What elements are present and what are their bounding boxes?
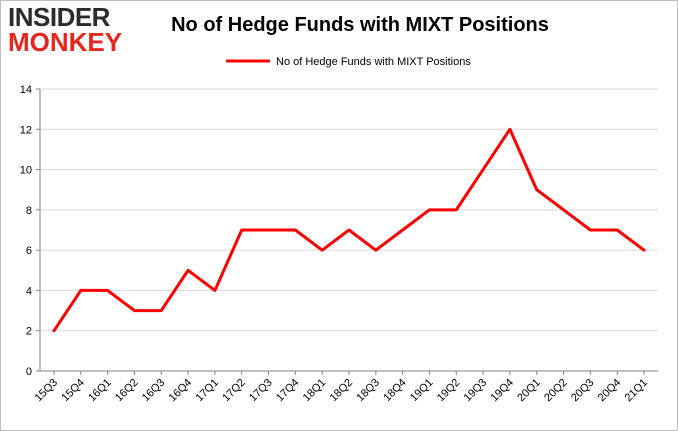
legend-label: No of Hedge Funds with MIXT Positions	[276, 56, 471, 68]
x-tick-label: 16Q3	[140, 377, 168, 405]
y-tick-label: 6	[26, 245, 32, 257]
x-tick-label: 20Q1	[515, 377, 543, 405]
x-tick-label: 17Q4	[274, 377, 302, 405]
x-tick-label: 16Q1	[86, 377, 114, 405]
logo-text-monkey: MONKEY	[8, 27, 123, 57]
y-tick-label: 8	[26, 205, 32, 217]
x-tick-label: 20Q2	[542, 377, 570, 405]
x-tick-label: 17Q1	[194, 377, 222, 405]
x-tick-label: 18Q1	[301, 377, 329, 405]
y-tick-labels: 0 2 4 6 8 10 12 14	[20, 84, 32, 378]
x-tick-label: 18Q2	[328, 377, 356, 405]
x-tick-label: 21Q1	[623, 377, 651, 405]
x-tick-label: 19Q1	[408, 377, 436, 405]
y-tick-label: 2	[26, 326, 32, 338]
series-line	[52, 127, 646, 333]
x-tick-label: 19Q4	[489, 377, 517, 405]
x-tick-label: 15Q3	[33, 377, 61, 405]
x-tick-label: 19Q3	[462, 377, 490, 405]
x-tick-labels: 15Q3 15Q4 16Q1 16Q2 16Q3 16Q4 17Q1 17Q2 17Q3 17Q4…	[33, 377, 651, 405]
x-tick-label: 16Q4	[167, 377, 195, 405]
x-tick-label: 20Q3	[569, 377, 597, 405]
y-tick-label: 4	[26, 285, 32, 297]
y-tick-label: 14	[20, 84, 32, 96]
logo-text-insider: INSIDER	[8, 2, 110, 32]
y-tick-label: 0	[26, 366, 32, 378]
series-lines	[52, 127, 646, 333]
y-tick-label: 12	[20, 124, 32, 136]
y-tick-label: 10	[20, 165, 32, 177]
x-tick-label: 16Q2	[113, 377, 141, 405]
x-tick-label: 19Q2	[435, 377, 463, 405]
x-tick-label: 17Q2	[220, 377, 248, 405]
x-tick-label: 18Q4	[381, 377, 409, 405]
chart-title: No of Hedge Funds with MIXT Positions	[171, 14, 549, 36]
x-tick-label: 15Q4	[59, 377, 87, 405]
grid-lines	[40, 88, 658, 332]
axes	[36, 88, 658, 375]
legend: No of Hedge Funds with MIXT Positions	[226, 56, 471, 68]
x-tick-label: 20Q4	[596, 377, 624, 405]
x-tick-label: 17Q3	[247, 377, 275, 405]
x-tick-label: 18Q3	[354, 377, 382, 405]
insider-monkey-logo: INSIDER MONKEY	[8, 4, 126, 56]
